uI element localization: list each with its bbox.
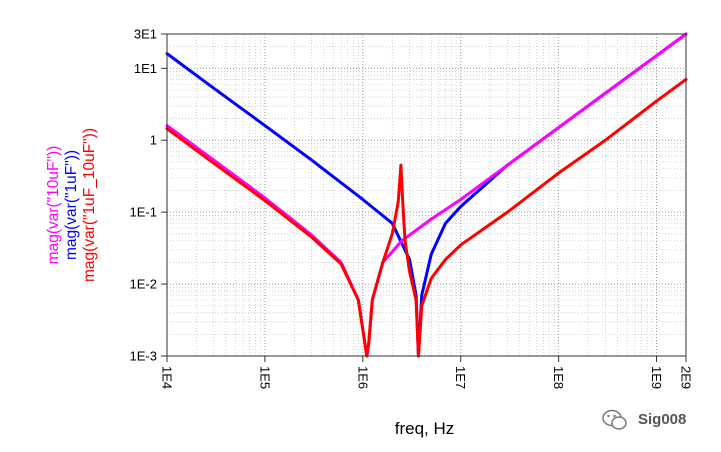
x-tick-label: 1E8 [551, 366, 566, 389]
x-tick-label: 1E5 [257, 366, 272, 389]
series-line [165, 32, 688, 358]
series-line [165, 32, 688, 358]
x-tick-labels: 1E4 1E5 1E6 1E7 1E8 1E9 2E9 [160, 366, 694, 389]
legend-y-labels: mag(var("10uF")) mag(var("1uF")) mag(var("… [45, 128, 98, 282]
watermark-text: Sig008 [638, 411, 686, 428]
y-tick-label: 1 [150, 133, 157, 148]
legend-entry: mag(var("1uF")) [63, 150, 80, 260]
watermark: Sig008 [602, 409, 686, 430]
grid-major [166, 33, 687, 357]
y-tick-label: 3E1 [134, 27, 157, 42]
y-tick-label: 1E1 [134, 61, 157, 76]
x-tick-label: 1E7 [453, 366, 468, 389]
x-tick-label: 1E6 [355, 366, 370, 389]
y-tick-labels: 3E1 1E1 1 1E-1 1E-2 1E-3 [130, 27, 157, 364]
series-layer [165, 32, 688, 358]
series-line [165, 77, 688, 358]
x-tick-label: 1E9 [649, 366, 664, 389]
plot-frame [166, 33, 687, 357]
tick-marks [161, 33, 687, 362]
y-tick-label: 1E-3 [130, 349, 157, 364]
x-axis-title: freq, Hz [395, 419, 455, 438]
y-tick-label: 1E-1 [130, 205, 157, 220]
y-tick-label: 1E-2 [130, 277, 157, 292]
x-tick-label: 1E4 [160, 366, 175, 389]
x-tick-label: 2E9 [679, 366, 694, 389]
legend-entry: mag(var("1uF_10uF")) [81, 128, 98, 282]
grid-minor [167, 34, 686, 356]
legend-entry: mag(var("10uF")) [45, 146, 62, 265]
wechat-icon [602, 409, 627, 430]
